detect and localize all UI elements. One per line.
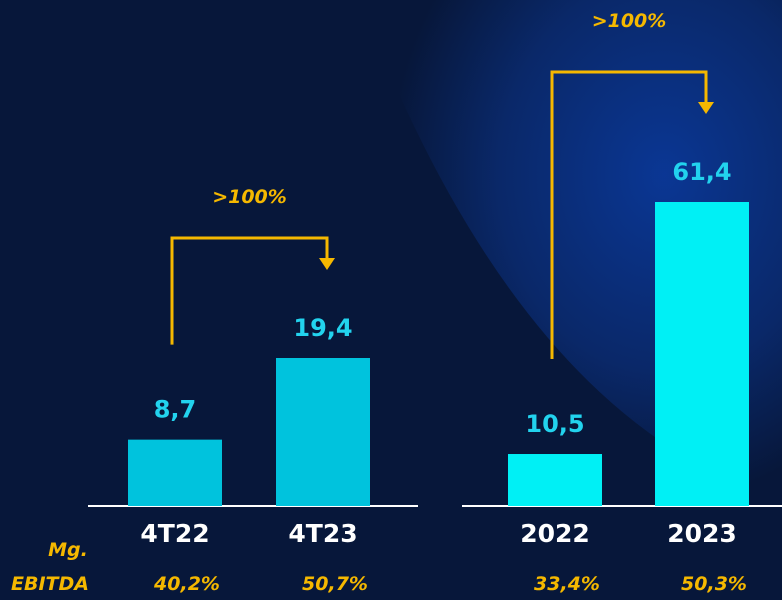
bar <box>655 202 749 506</box>
value-label: 61,4 <box>672 158 731 186</box>
growth-annotation: >100% <box>592 10 667 32</box>
ebitda-margin: 50,3% <box>681 573 747 595</box>
bar <box>508 454 602 506</box>
value-label: 8,7 <box>154 396 197 424</box>
arrow-head <box>698 102 714 114</box>
value-label: 19,4 <box>293 314 352 342</box>
category-label: 2023 <box>667 519 737 548</box>
arrow-head <box>319 258 335 270</box>
growth-annotation: >100% <box>212 186 287 208</box>
growth-arrow <box>170 236 329 345</box>
category-label: 4T22 <box>140 519 209 548</box>
bar <box>276 358 370 506</box>
category-label: 2022 <box>520 519 590 548</box>
margin-label: EBITDA <box>11 573 89 595</box>
value-label: 10,5 <box>525 410 584 438</box>
growth-arrow <box>550 70 708 360</box>
margin-label: Mg. <box>48 539 88 561</box>
ebitda-margin: 40,2% <box>153 573 220 595</box>
category-label: 4T23 <box>288 519 357 548</box>
ebitda-margin: 50,7% <box>302 573 368 595</box>
ebitda-margin: 33,4% <box>534 573 600 595</box>
bar <box>128 439 222 506</box>
